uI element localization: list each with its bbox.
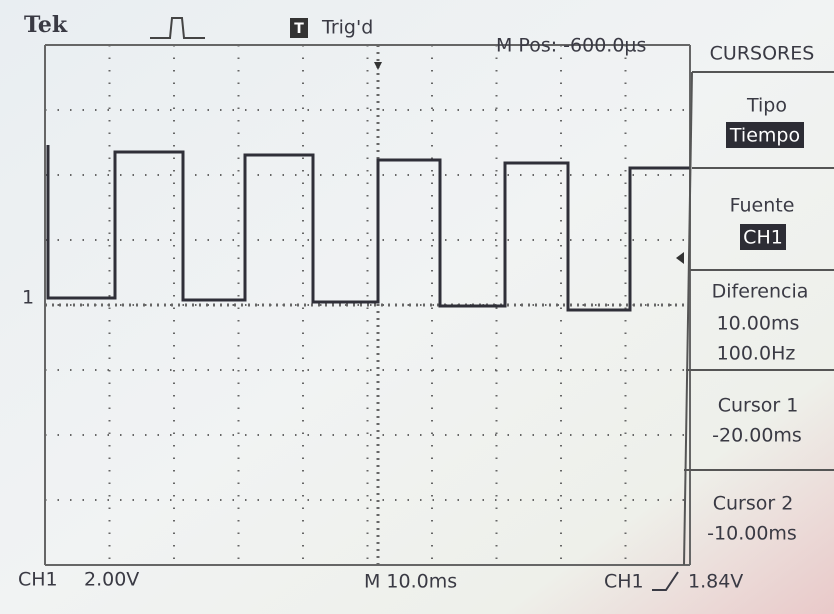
trigger-level: 1.84V	[688, 571, 743, 593]
menu-label[interactable]: Cursor 1	[718, 395, 799, 417]
menu-value: 10.00ms	[717, 313, 800, 335]
horizontal-position: M Pos: -600.0µs	[496, 35, 646, 57]
menu-value[interactable]: CH1	[743, 227, 783, 249]
channel-marker: 1	[22, 287, 34, 309]
menu-value: -20.00ms	[712, 425, 802, 447]
menu-label[interactable]: Cursor 2	[713, 493, 794, 515]
trigger-status: Trig'd	[321, 17, 373, 39]
menu-value: -10.00ms	[707, 523, 797, 545]
menu-value: 100.0Hz	[717, 343, 796, 365]
menu-value[interactable]: Tiempo	[729, 125, 800, 147]
menu-title: CURSORES	[710, 43, 815, 65]
page: 1 Tek T Trig'd M Pos: -600.0µs CURSORES …	[0, 0, 834, 614]
trigger-icon: T	[294, 21, 304, 37]
menu-label[interactable]: Diferencia	[712, 281, 809, 303]
menu-label[interactable]: Fuente	[730, 195, 795, 217]
menu-label[interactable]: Tipo	[746, 95, 787, 117]
oscilloscope-screen: 1 Tek T Trig'd M Pos: -600.0µs CURSORES …	[0, 0, 834, 614]
time-per-div: M 10.0ms	[364, 571, 457, 593]
channel-label: CH1	[18, 569, 58, 591]
trigger-channel: CH1	[604, 571, 644, 593]
volts-per-div: 2.00V	[84, 569, 139, 591]
brand: Tek	[24, 12, 68, 38]
